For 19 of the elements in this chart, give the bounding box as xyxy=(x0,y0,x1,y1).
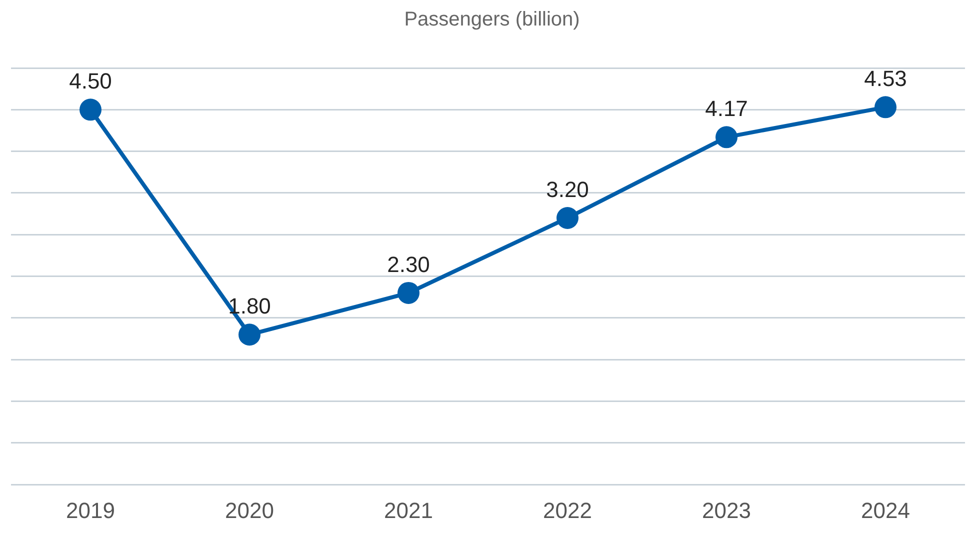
x-tick-label: 2024 xyxy=(861,498,910,523)
data-label: 2.30 xyxy=(387,252,430,278)
x-tick-label: 2022 xyxy=(543,498,592,523)
point xyxy=(556,206,578,229)
point xyxy=(716,126,738,148)
chart-title: Passengers (billion) xyxy=(404,8,580,31)
point xyxy=(238,324,260,346)
x-tick-label: 2019 xyxy=(66,498,115,523)
point xyxy=(80,98,102,121)
data-label: 4.50 xyxy=(69,68,112,94)
x-tick-label: 2021 xyxy=(384,498,433,523)
x-tick-label: 2020 xyxy=(225,498,274,523)
data-label: 4.53 xyxy=(864,66,907,92)
data-label: 4.17 xyxy=(705,96,748,122)
data-label: 3.20 xyxy=(546,177,589,202)
data-label: 1.80 xyxy=(228,294,271,319)
x-tick-label: 2023 xyxy=(702,498,751,523)
point xyxy=(398,282,420,304)
point xyxy=(874,96,896,118)
